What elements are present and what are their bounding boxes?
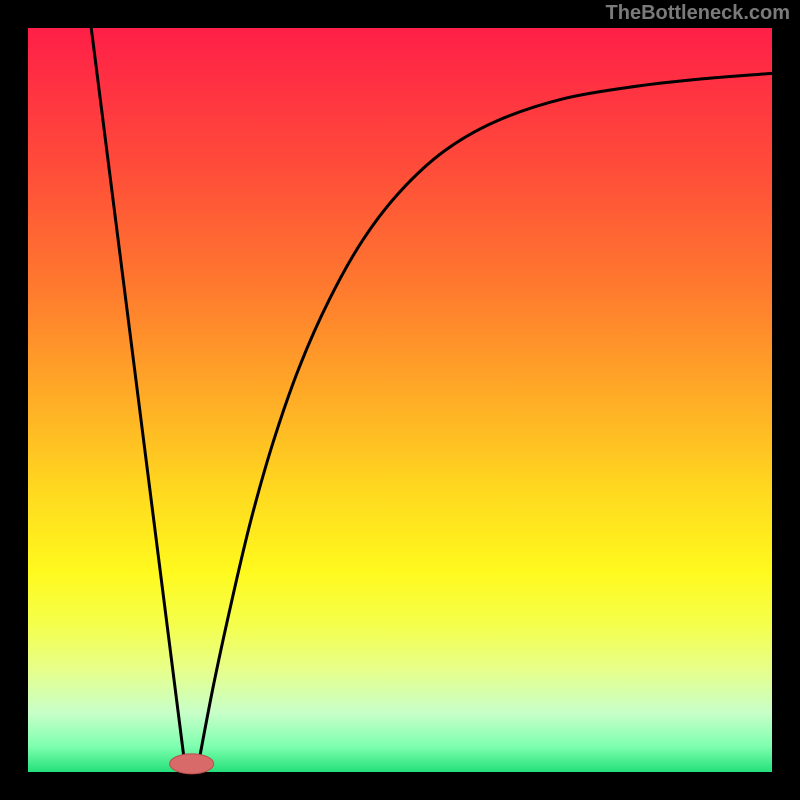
chart-svg (0, 0, 800, 800)
bottleneck-chart: TheBottleneck.com (0, 0, 800, 800)
watermark-text: TheBottleneck.com (606, 2, 790, 25)
optimal-marker (170, 754, 214, 774)
